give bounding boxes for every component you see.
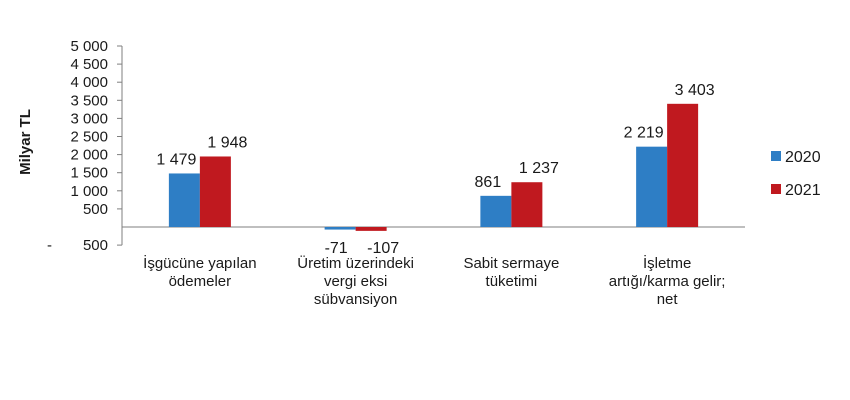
data-label: -107 (367, 240, 399, 257)
bar-2020 (168, 173, 200, 227)
y-tick-label: 3 500 (70, 92, 108, 109)
bar-2020 (324, 227, 356, 230)
data-label: 2 219 (624, 125, 664, 142)
bar-2021 (355, 227, 387, 231)
legend-label: 2020 (785, 149, 821, 166)
legend-label: 2021 (785, 182, 821, 199)
category-label: artığı/karma gelir; (609, 273, 726, 290)
y-tick-label: 4 500 (70, 56, 108, 73)
y-tick-label: 500 (83, 201, 108, 218)
data-label: 1 237 (519, 160, 559, 177)
y-tick-label: 1 500 (70, 165, 108, 182)
category-label: Sabit sermaye (463, 255, 559, 272)
data-label: 3 403 (675, 82, 715, 99)
y-tick-label: - (47, 237, 52, 254)
bar-2021 (199, 156, 231, 227)
category-label: sübvansiyon (314, 291, 397, 308)
bar-2021 (511, 182, 543, 227)
legend-swatch-2020 (771, 151, 781, 161)
bar-2021 (667, 103, 699, 227)
category-label: İşletme (643, 254, 691, 272)
y-tick-label: 2 500 (70, 129, 108, 146)
category-label: vergi eksi (324, 273, 387, 290)
category-label: ödemeler (169, 273, 232, 290)
bar-2020 (636, 146, 668, 227)
y-axis-label: Milyar TL (17, 109, 34, 175)
category-label: Üretim üzerindeki (297, 254, 414, 272)
y-tick-label: 5 000 (70, 38, 108, 55)
bar-2020 (480, 195, 512, 227)
y-tick-label: 2 000 (70, 147, 108, 164)
y-tick-label: 500 (83, 237, 108, 254)
legend-swatch-2021 (771, 184, 781, 194)
data-label: -71 (325, 240, 348, 257)
y-tick-label: 3 000 (70, 110, 108, 127)
y-tick-label: 4 000 (70, 74, 108, 91)
data-label: 861 (475, 174, 502, 191)
data-label: 1 948 (207, 134, 247, 151)
y-tick-label: 1 000 (70, 183, 108, 200)
category-label: tüketimi (486, 273, 538, 290)
data-label: 1 479 (156, 151, 196, 168)
category-label: net (657, 291, 679, 308)
category-label: İşgücüne yapılan (143, 254, 256, 272)
